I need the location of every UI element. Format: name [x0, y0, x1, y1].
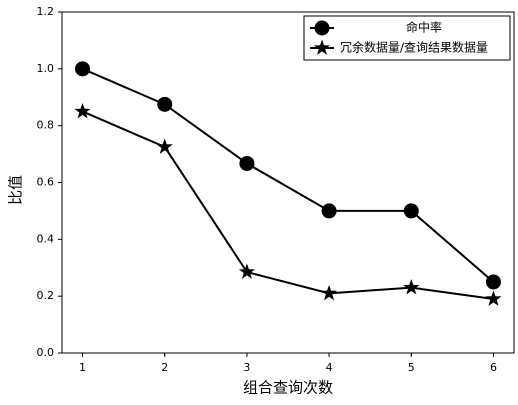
circle-marker — [239, 155, 255, 171]
series-line — [82, 67, 495, 283]
x-tick-label: 5 — [408, 361, 415, 374]
star-marker — [74, 102, 91, 119]
circle-marker — [75, 61, 91, 77]
plot-frame — [61, 11, 515, 354]
y-tick-label: 0.6 — [37, 176, 55, 189]
y-tick-label: 1.0 — [37, 62, 55, 75]
circle-marker — [403, 203, 419, 219]
x-tick-label: 1 — [79, 361, 86, 374]
circle-marker — [485, 274, 501, 290]
circle-marker — [157, 96, 173, 112]
series-line — [82, 110, 494, 300]
x-tick-label: 3 — [243, 361, 250, 374]
circle-marker — [314, 20, 330, 36]
star-marker — [238, 263, 255, 279]
star-marker — [485, 290, 502, 306]
x-axis-label: 组合查询次数 — [243, 379, 333, 397]
y-tick-label: 0.2 — [37, 289, 55, 302]
legend-label: 冗余数据量/查询结果数据量 — [340, 40, 488, 55]
x-tick-label: 4 — [326, 361, 333, 374]
y-tick-label: 0.4 — [37, 232, 55, 245]
y-tick-label: 0.8 — [37, 119, 55, 132]
legend-label: 命中率 — [406, 20, 442, 35]
star-marker — [156, 138, 173, 154]
star-marker — [321, 284, 338, 301]
y-axis-label: 比值 — [7, 175, 25, 205]
y-tick-label: 1.2 — [37, 5, 55, 18]
y-tick-label: 0.0 — [37, 346, 55, 359]
x-tick-label: 6 — [490, 361, 497, 374]
circle-marker — [321, 203, 337, 219]
x-tick-label: 2 — [161, 361, 168, 374]
star-marker — [403, 279, 420, 295]
legend-box — [303, 15, 511, 61]
star-marker — [313, 39, 331, 55]
